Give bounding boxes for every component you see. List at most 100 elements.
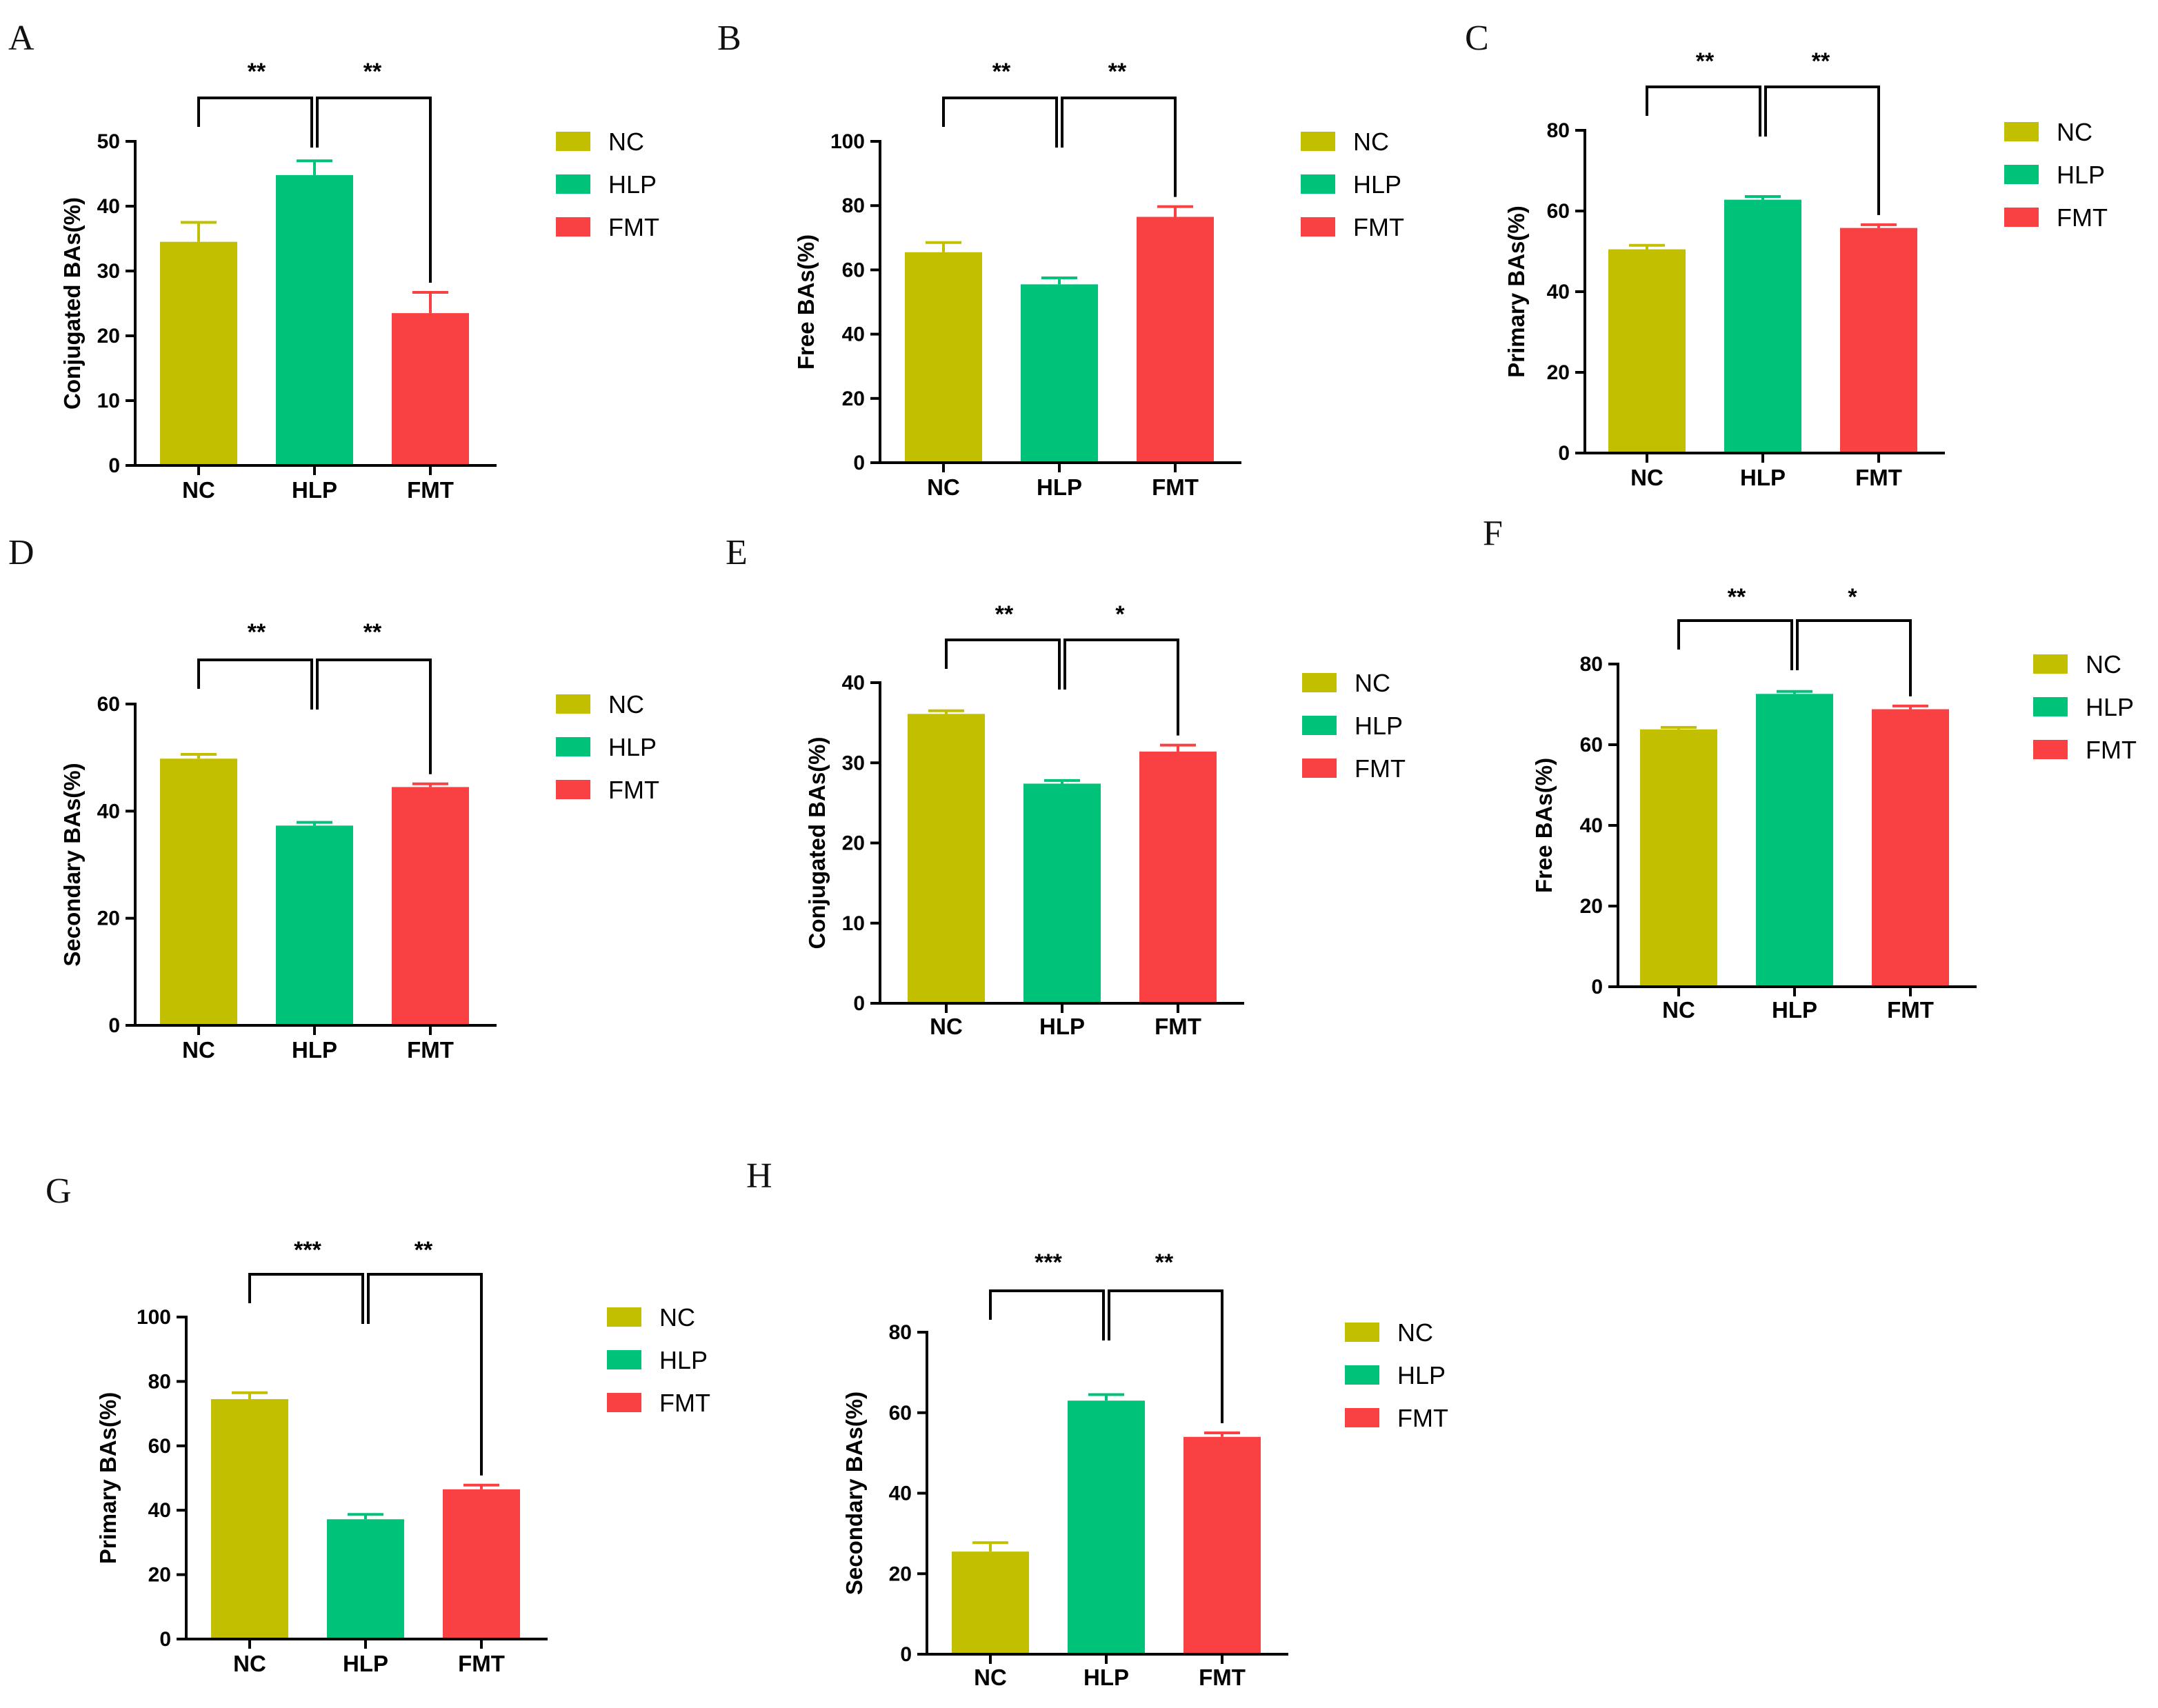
legend-swatch-fmt (2004, 208, 2039, 227)
y-tick-label: 20 (1580, 895, 1603, 918)
legend-swatch-nc (556, 132, 590, 151)
category-label: HLP (1037, 474, 1082, 500)
y-tick-label: 40 (1547, 281, 1570, 303)
panel-letter: C (1465, 19, 1489, 58)
significance-label: ** (414, 1237, 433, 1263)
error-bar-hlp (297, 159, 332, 175)
y-tick-label: 60 (1547, 200, 1570, 223)
panel-letter: F (1483, 514, 1503, 553)
bar-hlp (1724, 199, 1801, 453)
panel-letter: D (8, 533, 34, 572)
legend-label: FMT (2057, 203, 2108, 232)
error-bar-hlp (1088, 1393, 1124, 1401)
category-label: HLP (343, 1651, 388, 1676)
legend-label: FMT (1353, 213, 1404, 241)
legend-label: HLP (659, 1346, 708, 1374)
error-bar-fmt (1861, 223, 1897, 228)
y-tick-label: 100 (137, 1306, 171, 1329)
significance-label: ** (995, 601, 1014, 627)
bar-fmt (1183, 1436, 1261, 1654)
bar-nc (908, 714, 985, 1003)
y-tick-label: 10 (97, 390, 120, 412)
legend: NC HLP FMT (607, 1303, 710, 1417)
error-bar-hlp (1777, 690, 1812, 694)
category-label: FMT (1855, 465, 1902, 490)
significance-bracket (197, 97, 313, 148)
y-tick-label: 20 (1547, 361, 1570, 384)
y-axis-title: Free BAs(%) (793, 234, 819, 370)
bar-fmt (1139, 751, 1217, 1003)
error-bar-nc (1629, 243, 1665, 250)
error-bar-hlp (1745, 194, 1781, 200)
legend-swatch-nc (1345, 1323, 1379, 1342)
error-bar-fmt (1160, 743, 1196, 752)
error-bar-fmt (412, 291, 448, 314)
legend-label: NC (2086, 650, 2121, 679)
significance-bracket (1646, 86, 1761, 137)
error-bar-hlp (1041, 277, 1077, 285)
legend-label: HLP (1353, 170, 1401, 199)
significance-bracket (316, 97, 432, 283)
y-axis-title: Secondary BAs(%) (841, 1391, 867, 1595)
y-tick-label: 60 (842, 259, 865, 281)
category-label: FMT (407, 1037, 454, 1063)
category-label: NC (930, 1014, 963, 1039)
significance-bracket (1764, 86, 1880, 215)
significance-bracket (989, 1289, 1105, 1340)
y-tick-label: 10 (842, 912, 865, 935)
bar-hlp (1021, 284, 1098, 463)
significance-bracket (1796, 619, 1912, 696)
legend-label: NC (1397, 1318, 1433, 1347)
bar-fmt (1840, 228, 1917, 453)
legend-swatch-nc (607, 1307, 641, 1327)
error-bar-nc (181, 221, 217, 242)
y-tick-label: 40 (97, 195, 120, 218)
significance-label: ** (1812, 48, 1830, 74)
legend-label: HLP (2086, 693, 2134, 721)
significance-label: ** (1696, 48, 1715, 74)
panel-letter: G (46, 1172, 72, 1211)
legend-swatch-hlp (1345, 1365, 1379, 1385)
legend-swatch-nc (1301, 132, 1335, 151)
legend-label: HLP (1397, 1361, 1446, 1389)
y-axis-title: Primary BAs(%) (95, 1392, 121, 1564)
significance-bracket (1677, 619, 1793, 670)
category-label: NC (1662, 997, 1695, 1023)
bar-nc (905, 252, 982, 463)
bar-nc (952, 1551, 1029, 1654)
category-label: NC (182, 477, 215, 503)
significance-label: * (1848, 584, 1857, 610)
y-tick-label: 80 (889, 1321, 912, 1344)
y-tick-label: 20 (97, 907, 120, 930)
y-tick-label: 80 (1547, 119, 1570, 142)
legend-label: NC (1355, 669, 1390, 697)
significance-label: *** (1035, 1249, 1062, 1276)
category-label: FMT (1152, 474, 1199, 500)
legend: NC HLP FMT (1345, 1318, 1448, 1432)
category-label: HLP (1740, 465, 1786, 490)
category-label: NC (233, 1651, 266, 1676)
bar-fmt (1137, 217, 1214, 463)
error-bar-fmt (412, 782, 448, 787)
y-tick-label: 40 (842, 323, 865, 346)
y-tick-label: 60 (1580, 734, 1603, 756)
significance-label: ** (1728, 584, 1746, 610)
legend-swatch-hlp (556, 737, 590, 756)
error-bar-fmt (1157, 205, 1193, 217)
bar-hlp (327, 1519, 404, 1639)
y-axis-title: Secondary BAs(%) (59, 763, 85, 966)
error-bar-fmt (463, 1483, 499, 1489)
panel-letter: A (8, 19, 34, 58)
legend-swatch-hlp (1302, 716, 1337, 735)
y-tick-label: 40 (148, 1499, 171, 1522)
legend-swatch-hlp (1301, 174, 1335, 194)
error-bar-nc (972, 1541, 1008, 1552)
significance-bracket (1061, 97, 1177, 197)
legend-swatch-fmt (556, 780, 590, 799)
y-tick-label: 30 (842, 752, 865, 774)
significance-label: ** (1155, 1249, 1174, 1276)
legend-label: NC (1353, 128, 1389, 156)
